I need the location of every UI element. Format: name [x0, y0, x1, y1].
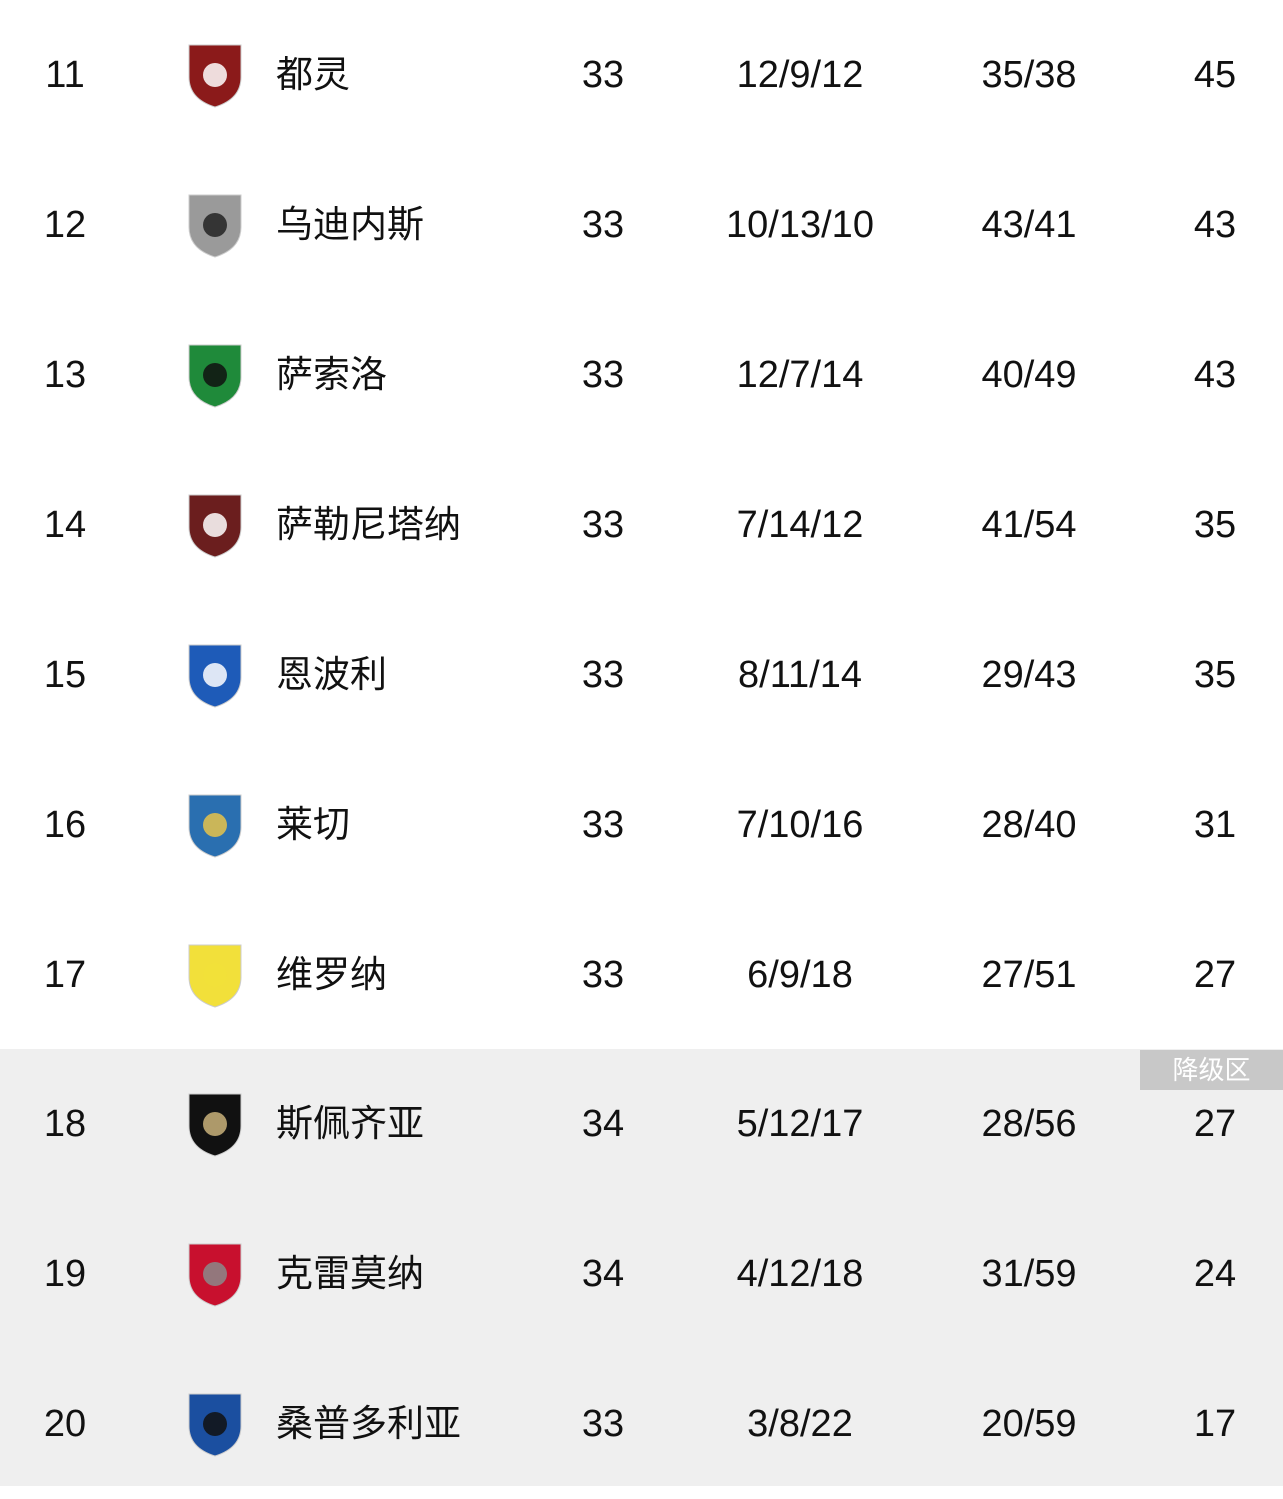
table-row[interactable]: 14 萨勒尼塔纳 33 7/14/12 41/54 35	[0, 450, 1283, 600]
goals-for-against: 40/49	[981, 354, 1077, 396]
win-draw-loss: 3/8/22	[747, 1403, 853, 1445]
win-draw-loss: 10/13/10	[726, 204, 874, 246]
matches-played: 33	[581, 504, 625, 546]
win-draw-loss: 6/9/18	[747, 954, 853, 996]
sassuolo-crest-icon	[188, 344, 242, 408]
table-row[interactable]: 17 维罗纳 33 6/9/18 27/51 27	[0, 900, 1283, 1050]
rank: 13	[43, 354, 87, 396]
goals-for-against: 20/59	[981, 1403, 1077, 1445]
win-draw-loss: 12/7/14	[736, 354, 864, 396]
goals-for-against: 28/56	[981, 1103, 1077, 1145]
team-name[interactable]: 萨索洛	[276, 354, 387, 395]
matches-played: 33	[581, 1403, 625, 1445]
matches-played: 34	[581, 1103, 625, 1145]
win-draw-loss: 7/10/16	[736, 804, 864, 846]
rank: 11	[45, 54, 85, 96]
points: 31	[1193, 804, 1237, 846]
win-draw-loss: 4/12/18	[736, 1253, 864, 1295]
win-draw-loss: 8/11/14	[738, 654, 862, 696]
win-draw-loss: 12/9/12	[736, 54, 864, 96]
table-row[interactable]: 20 桑普多利亚 33 3/8/22 20/59 17	[0, 1349, 1283, 1486]
rank: 15	[43, 654, 87, 696]
relegation-zone-badge: 降级区	[1140, 1050, 1283, 1090]
salernitana-crest-icon	[188, 494, 242, 558]
team-name[interactable]: 维罗纳	[276, 954, 387, 995]
win-draw-loss: 7/14/12	[736, 504, 864, 546]
rank: 17	[43, 954, 87, 996]
team-name[interactable]: 都灵	[276, 54, 350, 95]
goals-for-against: 28/40	[981, 804, 1077, 846]
team-name[interactable]: 莱切	[276, 804, 350, 845]
team-name[interactable]: 恩波利	[276, 654, 387, 695]
cremonese-crest-icon	[188, 1243, 242, 1307]
goals-for-against: 31/59	[981, 1253, 1077, 1295]
goals-for-against: 27/51	[981, 954, 1077, 996]
points: 45	[1193, 54, 1237, 96]
matches-played: 33	[581, 204, 625, 246]
team-name[interactable]: 克雷莫纳	[276, 1253, 424, 1294]
matches-played: 34	[581, 1253, 625, 1295]
rank: 16	[43, 804, 87, 846]
points: 43	[1193, 354, 1237, 396]
empoli-crest-icon	[188, 644, 242, 708]
points: 17	[1193, 1403, 1237, 1445]
matches-played: 33	[581, 54, 625, 96]
matches-played: 33	[581, 954, 625, 996]
team-name[interactable]: 乌迪内斯	[276, 204, 424, 245]
goals-for-against: 41/54	[981, 504, 1077, 546]
team-name[interactable]: 萨勒尼塔纳	[276, 504, 461, 545]
rank: 12	[43, 204, 87, 246]
rank: 19	[43, 1253, 87, 1295]
goals-for-against: 35/38	[981, 54, 1077, 96]
win-draw-loss: 5/12/17	[736, 1103, 864, 1145]
verona-crest-icon	[188, 944, 242, 1008]
table-row[interactable]: 11 都灵 33 12/9/12 35/38 45	[0, 0, 1283, 150]
points: 27	[1193, 1103, 1237, 1145]
points: 24	[1193, 1253, 1237, 1295]
goals-for-against: 43/41	[981, 204, 1077, 246]
points: 27	[1193, 954, 1237, 996]
points: 35	[1193, 654, 1237, 696]
team-name[interactable]: 斯佩齐亚	[276, 1103, 424, 1144]
spezia-crest-icon	[188, 1093, 242, 1157]
table-row[interactable]: 13 萨索洛 33 12/7/14 40/49 43	[0, 300, 1283, 450]
table-row[interactable]: 18 斯佩齐亚 34 5/12/17 28/56 27	[0, 1049, 1283, 1199]
torino-crest-icon	[188, 44, 242, 108]
table-row[interactable]: 19 克雷莫纳 34 4/12/18 31/59 24	[0, 1199, 1283, 1349]
rank: 14	[43, 504, 87, 546]
team-name[interactable]: 桑普多利亚	[276, 1403, 461, 1444]
table-row[interactable]: 12 乌迪内斯 33 10/13/10 43/41 43	[0, 150, 1283, 300]
points: 43	[1193, 204, 1237, 246]
table-row[interactable]: 16 莱切 33 7/10/16 28/40 31	[0, 750, 1283, 900]
goals-for-against: 29/43	[981, 654, 1077, 696]
sampdoria-crest-icon	[188, 1393, 242, 1457]
matches-played: 33	[581, 654, 625, 696]
table-row[interactable]: 15 恩波利 33 8/11/14 29/43 35	[0, 600, 1283, 750]
matches-played: 33	[581, 354, 625, 396]
lecce-crest-icon	[188, 794, 242, 858]
rank: 18	[43, 1103, 87, 1145]
points: 35	[1193, 504, 1237, 546]
rank: 20	[43, 1403, 87, 1445]
matches-played: 33	[581, 804, 625, 846]
udinese-crest-icon	[188, 194, 242, 258]
